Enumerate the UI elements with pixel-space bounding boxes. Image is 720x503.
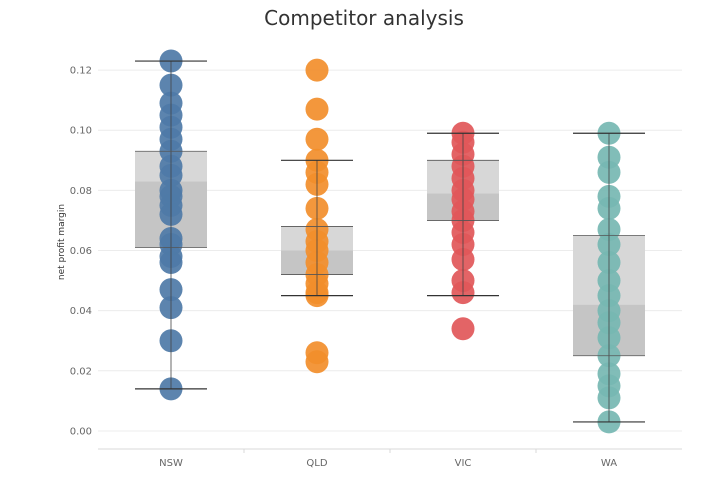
y-axis-label: net profit margin (57, 204, 67, 280)
y-tick-label: 0.06 (70, 246, 92, 257)
x-category-label: WA (601, 458, 617, 469)
y-tick-label: 0.08 (70, 186, 92, 197)
data-points (159, 49, 621, 434)
y-tick-label: 0.10 (70, 126, 92, 137)
whiskers (135, 60, 645, 423)
y-tick-label: 0.04 (70, 306, 92, 317)
x-category-label: QLD (306, 458, 327, 469)
data-point-qld (305, 127, 329, 151)
y-tick-label: 0.02 (70, 366, 92, 377)
y-tick-label: 0.12 (70, 66, 92, 77)
y-axis-ticks: 0.00 0.02 0.04 0.06 0.08 0.10 0.12 (70, 66, 92, 438)
data-point-qld (305, 97, 329, 121)
x-axis-categories: NSW QLD VIC WA (159, 458, 617, 469)
boxes (135, 151, 645, 356)
x-category-label: VIC (455, 458, 472, 469)
y-tick-label: 0.00 (70, 426, 92, 437)
data-point-qld (305, 58, 329, 82)
x-category-label: NSW (159, 458, 183, 469)
data-point-vic (451, 317, 475, 341)
data-point-qld (305, 350, 329, 374)
chart-title: Competitor analysis (264, 6, 464, 30)
